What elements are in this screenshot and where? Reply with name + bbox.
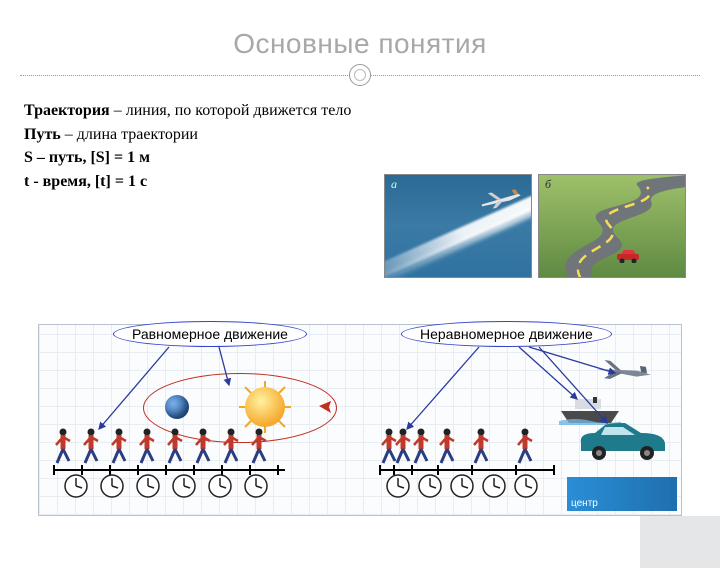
uniform-arrows <box>79 341 359 451</box>
page-title: Основные понятия <box>0 28 720 60</box>
clock-icon <box>63 473 89 504</box>
term-trajectory: Траектория <box>24 102 110 119</box>
nonuniform-arrows <box>359 341 679 451</box>
def-path-unit: S – путь, [S] = 1 м <box>24 147 696 169</box>
term-path: Путь <box>24 126 61 143</box>
nonuniform-baseline <box>379 469 553 471</box>
clock-icon <box>243 473 269 504</box>
footer-patch <box>640 516 720 568</box>
clock-icon <box>481 473 507 504</box>
clock-icon <box>135 473 161 504</box>
clock-icon <box>449 473 475 504</box>
road-icon <box>539 175 686 278</box>
watermark-corner: центр <box>567 477 677 511</box>
clock-icon <box>385 473 411 504</box>
clock-icon <box>171 473 197 504</box>
uniform-baseline <box>53 469 285 471</box>
image-a-airplane: а <box>384 174 532 278</box>
car-icon <box>615 249 641 263</box>
clock-icon <box>417 473 443 504</box>
def-trajectory: – линия, по которой движется тело <box>110 102 352 119</box>
trajectory-images: а б <box>384 174 686 278</box>
clock-icon <box>99 473 125 504</box>
uniform-clocks <box>63 473 279 504</box>
nonuniform-clocks <box>385 473 545 504</box>
clock-icon <box>207 473 233 504</box>
motion-diagram: Равномерное движение Неравномерное движе… <box>38 324 682 516</box>
image-a-label: а <box>391 177 397 192</box>
image-b-road: б <box>538 174 686 278</box>
title-divider <box>0 62 720 92</box>
uniform-motion-label: Равномерное движение <box>113 321 307 347</box>
def-path: – длина траектории <box>61 126 198 143</box>
nonuniform-motion-label: Неравномерное движение <box>401 321 612 347</box>
clock-icon <box>513 473 539 504</box>
watermark-left <box>45 502 47 511</box>
runner-icon <box>53 427 81 472</box>
image-b-label: б <box>545 177 551 192</box>
